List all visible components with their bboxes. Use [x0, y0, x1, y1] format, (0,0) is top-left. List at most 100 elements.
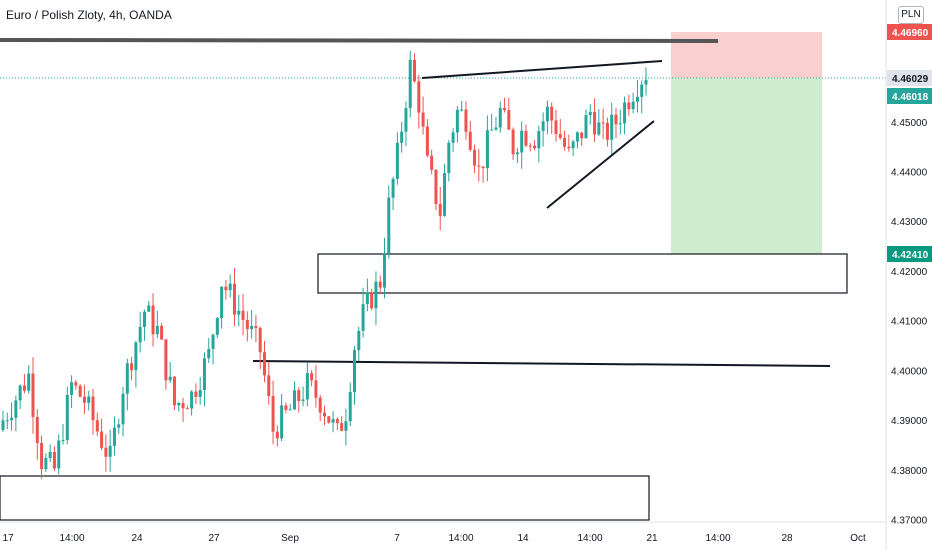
candle-up	[18, 385, 22, 401]
x-tick-label: 14:00	[448, 533, 473, 544]
price-label-box	[887, 24, 932, 40]
candle-up	[348, 391, 352, 422]
candle-up	[168, 376, 172, 381]
candle-up	[27, 373, 31, 391]
candle-down	[35, 416, 39, 443]
x-tick-label: Sep	[281, 533, 299, 544]
candle-up	[117, 424, 121, 428]
candle-down	[172, 376, 176, 406]
candle-up	[125, 363, 129, 394]
candle-up	[147, 305, 151, 312]
candle-down	[52, 452, 56, 469]
price-label-box	[887, 88, 932, 104]
candle-down	[267, 375, 271, 397]
candle-down	[318, 397, 322, 413]
candle-up	[537, 131, 541, 149]
candle-down	[78, 385, 82, 397]
candle-up	[610, 114, 614, 140]
candle-up	[48, 452, 52, 459]
candle-up	[44, 458, 48, 470]
candle-up	[301, 399, 305, 402]
candles	[1, 50, 648, 479]
candle-up	[70, 382, 74, 395]
candle-up	[280, 405, 284, 439]
candle-up	[215, 318, 219, 335]
candle-down	[558, 134, 562, 138]
candle-down	[31, 373, 35, 417]
x-tick-label: 27	[208, 533, 220, 544]
candle-down	[421, 112, 425, 127]
candle-up	[584, 115, 588, 139]
candle-up	[112, 427, 116, 446]
candle-up	[14, 400, 18, 418]
candle-down	[232, 283, 236, 315]
candle-down	[507, 110, 511, 130]
candle-down	[130, 363, 134, 371]
candle-up	[331, 419, 335, 423]
candle-down	[100, 431, 104, 448]
candle-down	[477, 165, 481, 167]
candle-up	[404, 108, 408, 132]
stop-loss-zone[interactable]	[671, 32, 822, 78]
candle-down	[194, 391, 198, 397]
candle-up	[455, 109, 459, 133]
demand-zone-upper[interactable]	[317, 253, 848, 294]
take-profit-zone[interactable]	[671, 78, 822, 254]
candle-up	[353, 350, 357, 392]
x-tick-label: 21	[646, 533, 658, 544]
candle-down	[262, 352, 266, 376]
candle-down	[417, 81, 421, 113]
candle-up	[451, 132, 455, 143]
candle-up	[211, 334, 215, 349]
candle-up	[202, 358, 206, 391]
candle-down	[340, 423, 344, 431]
candle-down	[413, 59, 417, 82]
x-tick-label: 24	[131, 533, 143, 544]
currency-button[interactable]: PLN	[898, 6, 924, 24]
candle-down	[91, 396, 95, 421]
candle-up	[365, 292, 369, 305]
candle-up	[237, 310, 241, 315]
candle-down	[601, 122, 605, 124]
price-label-box	[887, 70, 932, 86]
price-labels: 4.46960 4.46029 4.46018 4.42410	[887, 24, 932, 262]
candle-up	[408, 59, 412, 109]
candle-down	[151, 305, 155, 335]
candle-up	[498, 107, 502, 128]
candle-up	[571, 141, 575, 149]
candle-up	[305, 373, 309, 400]
candle-down	[245, 319, 249, 330]
candle-up	[142, 311, 146, 327]
candle-up	[198, 390, 202, 397]
candle-down	[254, 326, 258, 328]
candle-down	[511, 129, 515, 155]
candle-down	[524, 130, 528, 146]
candle-up	[361, 304, 365, 331]
candle-up	[344, 421, 348, 431]
price-label-text: 4.46018	[892, 92, 929, 103]
candle-up	[545, 106, 549, 122]
candle-down	[40, 442, 44, 470]
candle-down	[503, 107, 507, 111]
candle-down	[550, 106, 554, 121]
price-label-box	[887, 246, 932, 262]
x-tick-label: 14:00	[577, 533, 602, 544]
candle-up	[177, 403, 181, 406]
candle-up	[383, 253, 387, 288]
x-tick-label: Oct	[850, 533, 866, 544]
candle-up	[575, 132, 579, 142]
support-line[interactable]	[252, 360, 831, 367]
price-label-text: 4.42410	[892, 250, 929, 261]
candle-up	[250, 326, 254, 330]
candle-up	[640, 84, 644, 97]
candle-down	[323, 412, 326, 417]
resistance-line[interactable]	[0, 38, 719, 43]
candle-down	[241, 310, 245, 320]
candle-up	[460, 109, 464, 111]
candle-down	[593, 111, 597, 135]
wedge-upper-line[interactable]	[421, 60, 663, 79]
demand-zone-lower[interactable]	[0, 475, 650, 521]
candle-up	[138, 326, 142, 343]
wedge-lower-line[interactable]	[546, 120, 655, 209]
